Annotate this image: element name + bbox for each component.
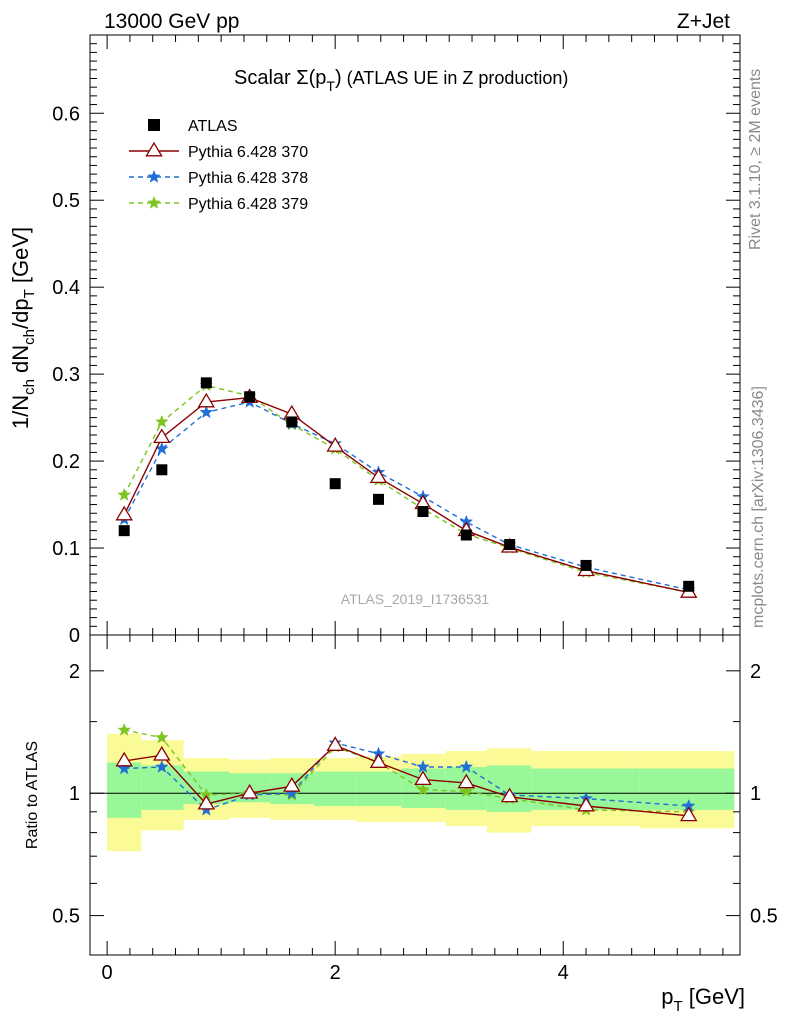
ratio-point-0 [283, 777, 301, 792]
series-line-1 [123, 396, 689, 594]
main-title-rest: (ATLAS UE in Z production) [342, 68, 569, 88]
main-y-tick-label: 0.5 [52, 190, 80, 212]
ratio-point-0 [500, 787, 519, 803]
ratio-line-2 [124, 729, 689, 813]
ratio-curves [115, 722, 698, 822]
ratio-point-0 [326, 736, 344, 751]
atlas-data-point [373, 493, 385, 505]
ratio-panel-frame [89, 634, 741, 956]
ratio-point-0 [240, 783, 259, 799]
main-title-prefix: Scalar [234, 67, 296, 89]
ratio-point-1 [155, 759, 169, 773]
series-point-1 [153, 428, 171, 444]
main-title-sub: T [326, 78, 335, 94]
series-point-3 [155, 414, 169, 428]
atlas-data-point [244, 391, 256, 403]
main-y-tick-label: 0.3 [52, 364, 80, 386]
atlas-data-point [580, 559, 592, 571]
ratio-line-0 [124, 744, 689, 817]
atlas-data-point [683, 580, 695, 592]
legend-marker-2 [147, 169, 161, 183]
inner-band-bin [355, 771, 402, 807]
atlas-data-point [504, 539, 516, 551]
ratio-y-tick-label-right: 2 [750, 661, 761, 683]
atlas-data-point [286, 416, 298, 428]
main-curves [115, 377, 698, 599]
header-beam-label: 13000 GeV pp [104, 10, 239, 33]
ratio-point-0 [115, 751, 133, 767]
ratio-point-2 [155, 730, 169, 744]
ratio-point-0 [153, 745, 171, 761]
ratio-point-2 [117, 722, 132, 736]
atlas-data-point [460, 529, 472, 541]
main-title-sigma: Σ(p [296, 67, 326, 89]
ratio-point-2 [459, 784, 474, 798]
ratio-y-axis-label: Ratio to ATLAS [24, 741, 41, 849]
inner-band-bin [141, 765, 184, 810]
main-title-close: ) [335, 67, 342, 89]
analysis-watermark: ATLAS_2019_I1736531 [341, 591, 490, 607]
ratio-point-0 [577, 796, 595, 812]
series-point-1 [115, 505, 133, 521]
inner-band-bin [314, 771, 356, 807]
ratio-point-0 [197, 794, 216, 810]
ratio-point-0 [369, 753, 388, 768]
main-y-tick-label: 0.1 [52, 538, 80, 560]
main-y-tick-label: 0.4 [52, 277, 80, 299]
legend-label-3: Pythia 6.428 379 [188, 196, 308, 213]
ratio-point-0 [414, 770, 432, 786]
atlas-data-point [200, 377, 212, 389]
series-point-2 [199, 405, 214, 419]
series-line-3 [123, 384, 689, 594]
ratio-y-tick-label: 1 [69, 783, 80, 805]
main-y-tick-label: 0.2 [52, 451, 80, 473]
x-tick-label: 2 [330, 962, 341, 984]
ratio-point-0 [457, 773, 476, 789]
main-y-tick-label: 0.6 [52, 103, 80, 125]
legend-label-2: Pythia 6.428 378 [188, 170, 308, 187]
x-tick-label: 4 [558, 962, 569, 984]
ratio-point-0 [679, 806, 698, 822]
mcplots-source-label: mcplots.cern.ch [arXiv:1306.3436] [750, 386, 767, 628]
legend: ATLAS Pythia 6.428 370 Pythia 6.428 378 Pyt… [129, 118, 308, 213]
inner-band-bin [107, 762, 142, 818]
legend-label-1: Pythia 6.428 370 [188, 144, 308, 161]
legend-atlas-marker [148, 119, 160, 131]
ratio-point-2 [416, 782, 430, 796]
series-line-2 [123, 401, 689, 591]
header-process-label: Z+Jet [677, 10, 730, 33]
main-y-axis-label: 1/Nch dNch/dpT [GeV] [8, 227, 38, 429]
main-y-tick-label: 0 [69, 625, 80, 647]
ratio-line-1 [124, 742, 689, 811]
rivet-version-label: Rivet 3.1.10, ≥ 2M events [747, 69, 764, 250]
x-tick-label: 0 [102, 962, 113, 984]
ratio-y-tick-label: 2 [69, 661, 80, 683]
series-point-3 [117, 487, 132, 501]
ratio-y-tick-label-right: 0.5 [750, 906, 778, 928]
legend-label-0: ATLAS [188, 118, 238, 135]
ratio-y-tick-label-right: 1 [750, 783, 761, 805]
atlas-data-point [118, 525, 130, 537]
series-point-1 [369, 468, 388, 484]
atlas-data-point [417, 506, 429, 518]
x-axis-label: pT [GeV] [661, 984, 745, 1015]
ratio-point-1 [459, 759, 474, 773]
series-point-1 [326, 437, 344, 452]
legend-marker-3 [147, 195, 161, 209]
legend-marker-1 [145, 141, 163, 157]
atlas-data-point [156, 464, 168, 476]
main-title: Scalar Σ(pT) (ATLAS UE in Z production) [234, 67, 568, 94]
ratio-y-tick-label: 0.5 [52, 906, 80, 928]
axis-ticks: 0 0.1 0.2 0.3 0.4 0.5 0.6 0 2 4 0.5 0.5 1 1 2 2 [52, 35, 778, 984]
ratio-point-1 [416, 759, 430, 773]
atlas-data-point [329, 478, 341, 490]
series-point-1 [197, 392, 216, 408]
series-point-2 [155, 441, 169, 455]
